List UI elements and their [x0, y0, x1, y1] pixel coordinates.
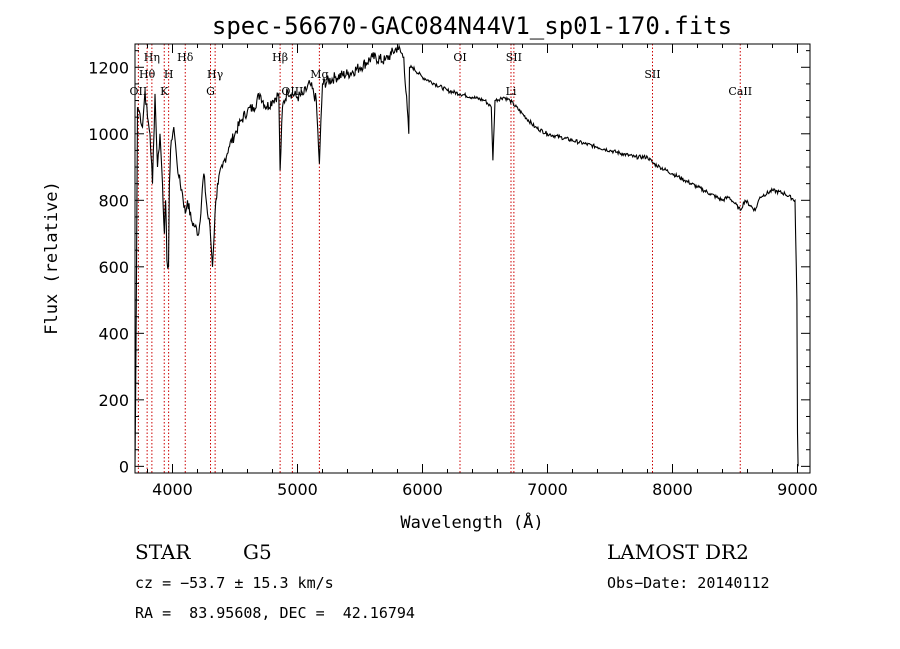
x-tick-label: 8000 [652, 480, 693, 499]
object-subclass: G5 [243, 540, 272, 564]
spectral-line-label: CaII [728, 85, 752, 98]
y-tick-label: 1000 [88, 125, 129, 144]
chart-title: spec-56670-GAC084N44V1_sp01-170.fits [212, 12, 732, 40]
x-tick-label: 6000 [402, 480, 443, 499]
object-class: STAR [135, 540, 191, 564]
observation-date: Obs−Date: 20140112 [607, 574, 770, 592]
y-axis-ticks: 0 200 400 600 800 1000 1200 [88, 50, 810, 476]
y-tick-label: 0 [119, 457, 129, 476]
spectral-line-label: Hη [144, 51, 160, 64]
spectral-line-label: OII [130, 85, 148, 98]
spectral-line-label: Hγ [207, 68, 224, 81]
x-tick-label: 4000 [152, 480, 193, 499]
spectral-line-label: SII [644, 68, 660, 81]
spectral-line-label: Hδ [177, 51, 194, 64]
x-tick-label: 7000 [527, 480, 568, 499]
spectral-line-label: K [160, 85, 169, 98]
redshift-velocity: cz = −53.7 ± 15.3 km/s [135, 574, 334, 592]
spectral-line-label: H [164, 68, 174, 81]
spectral-line-label: Hβ [272, 51, 288, 64]
x-tick-label: 9000 [777, 480, 818, 499]
survey-name: LAMOST DR2 [607, 540, 749, 564]
y-tick-label: 200 [98, 391, 129, 410]
spectral-line-label: OI [453, 51, 466, 64]
x-tick-label: 5000 [277, 480, 318, 499]
plot-frame [134, 43, 811, 474]
y-tick-label: 1200 [88, 58, 129, 77]
x-axis-ticks: 4000 5000 6000 7000 8000 9000 [147, 44, 818, 499]
spectral-line-label: Li [506, 85, 517, 98]
y-tick-label: 600 [98, 258, 129, 277]
y-tick-label: 800 [98, 191, 129, 210]
spectral-line-markers [137, 44, 741, 473]
spectral-line-label: OIII [281, 85, 303, 98]
coordinates: RA = 83.95608, DEC = 42.16794 [135, 604, 415, 622]
x-axis-label: Wavelength (Å) [400, 511, 543, 533]
spectral-line-label: Mg [310, 68, 328, 81]
y-tick-label: 400 [98, 324, 129, 343]
spectral-line-label: Hθ [139, 68, 156, 81]
spectral-line-label: G [206, 85, 215, 98]
spectrum-series-line [134, 43, 799, 467]
spectral-line-label: SII [506, 51, 522, 64]
y-axis-label: Flux (relative) [42, 181, 62, 335]
